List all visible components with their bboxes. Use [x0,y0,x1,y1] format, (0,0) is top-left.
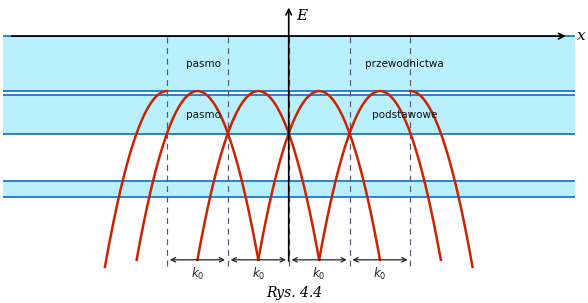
Bar [3,181,574,197]
Text: podstawowe: podstawowe [372,110,437,120]
Text: pasmo: pasmo [186,58,221,68]
Text: x: x [577,29,586,43]
Text: E: E [296,9,307,23]
Text: $k_0$: $k_0$ [373,266,387,282]
Text: przewodnictwa: przewodnictwa [365,58,444,68]
Text: Rys. 4.4: Rys. 4.4 [266,286,322,300]
Bar [3,95,574,134]
Text: pasmo: pasmo [186,110,221,120]
Text: $k_0$: $k_0$ [312,266,326,282]
Text: $k_0$: $k_0$ [252,266,265,282]
Text: $k_0$: $k_0$ [191,266,204,282]
Bar [3,36,574,91]
